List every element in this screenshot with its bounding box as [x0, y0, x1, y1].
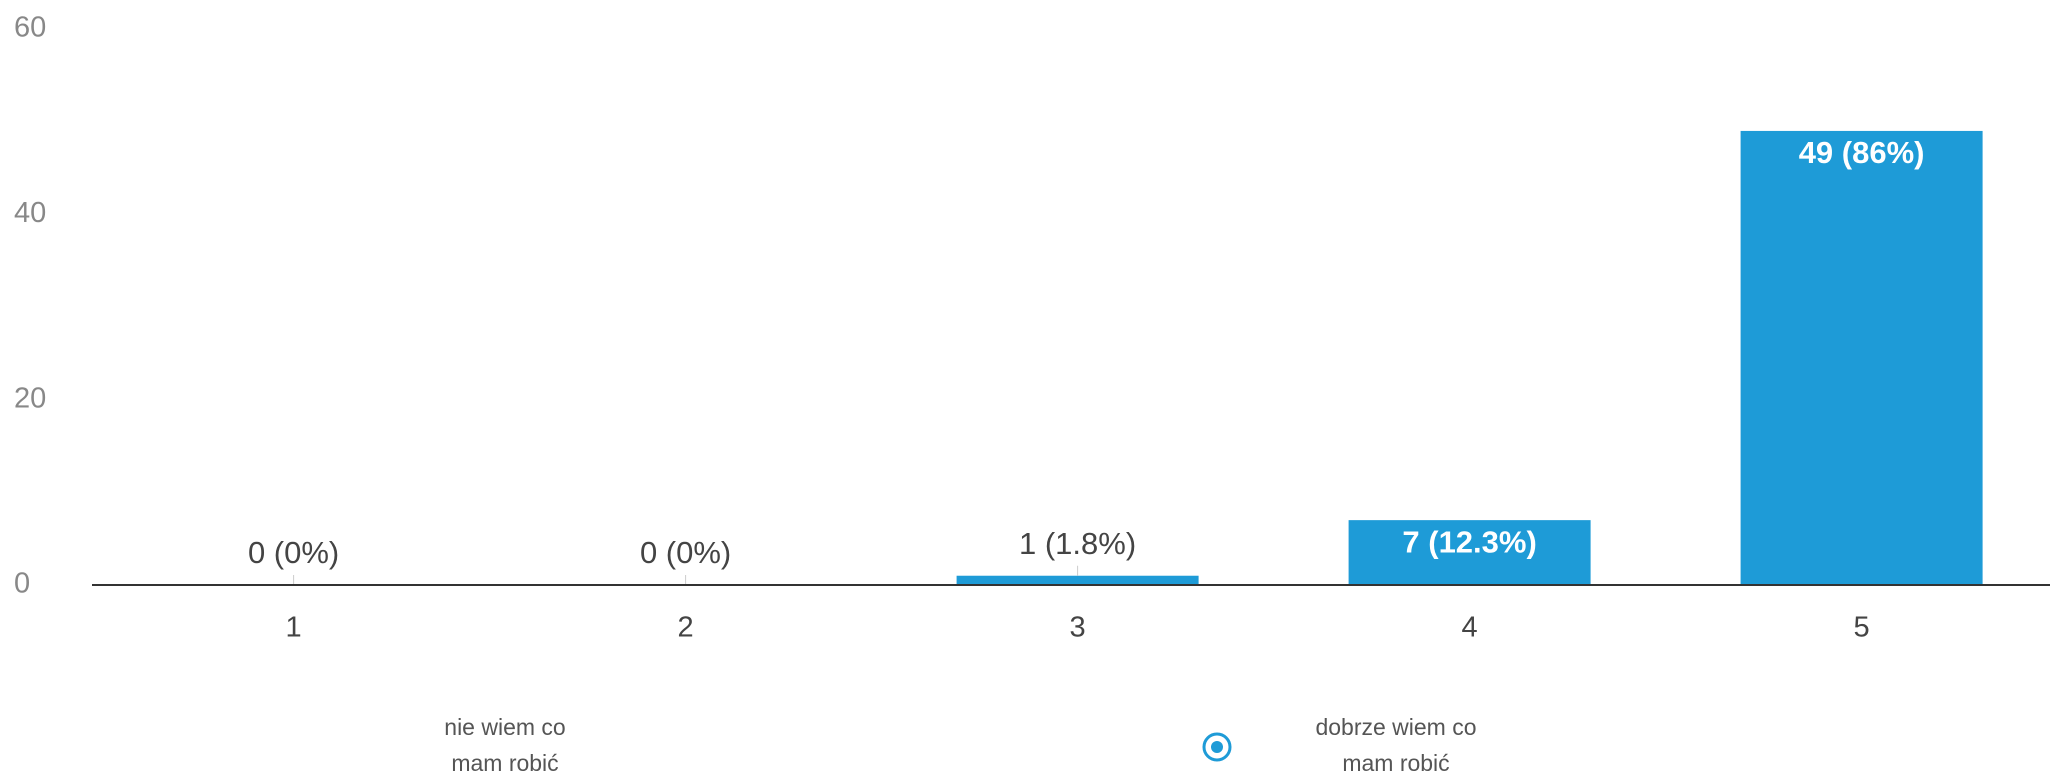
value-label: 7 (12.3%) [1402, 524, 1536, 559]
bar [956, 575, 1199, 585]
bar [1348, 520, 1591, 585]
radio-outer [1202, 732, 1232, 762]
x-tick-label: 2 [678, 612, 694, 644]
x-tick-label: 3 [1070, 612, 1086, 644]
scale-label: nie wiem co [444, 714, 565, 740]
radio-inner [1211, 741, 1223, 753]
value-label: 0 (0%) [640, 535, 731, 570]
y-tick-label: 20 [14, 382, 46, 414]
x-tick-label: 5 [1854, 612, 1870, 644]
x-tick-label: 4 [1462, 612, 1478, 644]
y-tick-label: 60 [14, 12, 46, 44]
y-tick-label: 0 [14, 568, 30, 600]
value-label: 49 (86%) [1799, 135, 1925, 170]
scale-label: mam robić [451, 750, 558, 776]
y-tick-label: 40 [14, 197, 46, 229]
value-label: 0 (0%) [248, 535, 339, 570]
scale-label: mam robić [1342, 750, 1449, 776]
bar [1740, 130, 1983, 585]
scale-label: dobrze wiem co [1315, 714, 1476, 740]
x-tick-label: 1 [286, 612, 302, 644]
value-label: 1 (1.8%) [1019, 526, 1136, 561]
